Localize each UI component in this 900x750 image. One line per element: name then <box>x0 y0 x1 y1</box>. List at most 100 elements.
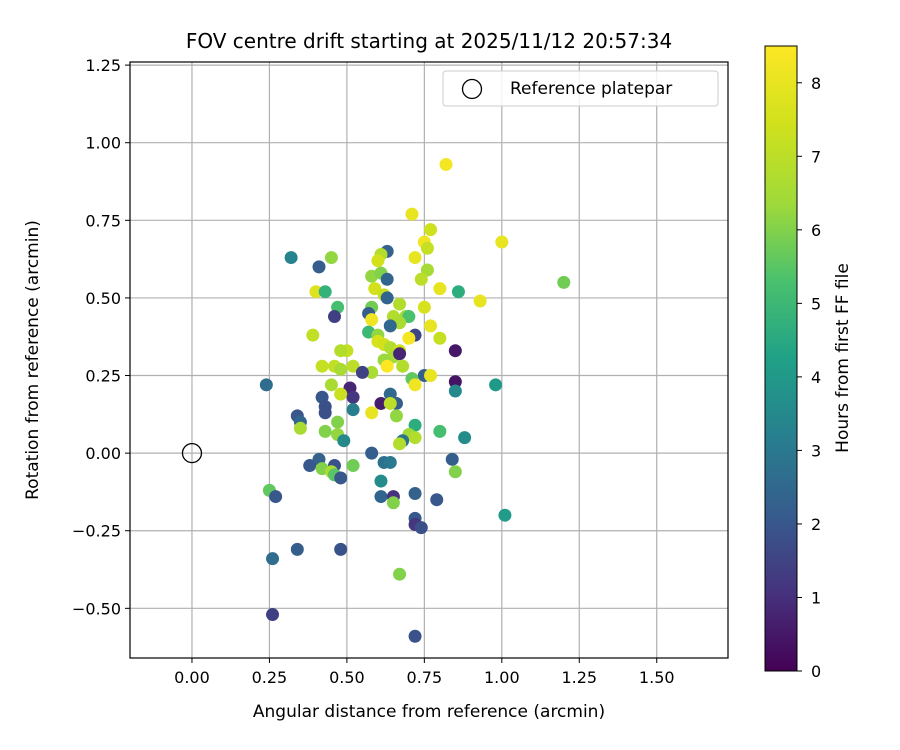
data-point <box>383 455 397 469</box>
data-point <box>374 474 388 488</box>
data-point <box>408 629 422 643</box>
y-tick-label: 0.25 <box>85 367 121 386</box>
data-point <box>408 486 422 500</box>
data-point <box>473 294 487 308</box>
data-point <box>371 254 385 268</box>
colorbar-label: Hours from first FF file <box>833 263 853 453</box>
data-point <box>424 319 438 333</box>
data-point <box>383 396 397 410</box>
data-point <box>365 365 379 379</box>
x-tick-label: 1.50 <box>639 668 675 687</box>
data-point <box>309 285 323 299</box>
data-point <box>458 431 472 445</box>
data-point <box>489 378 503 392</box>
legend: Reference platepar <box>442 70 719 107</box>
grid-layer <box>130 62 728 658</box>
data-point <box>380 291 394 305</box>
data-point <box>396 359 410 373</box>
data-point <box>374 490 388 504</box>
data-point <box>324 378 338 392</box>
data-point <box>386 496 400 510</box>
data-point <box>383 319 397 333</box>
chart-title: FOV centre drift starting at 2025/11/12 … <box>186 29 672 53</box>
x-tick-label: 1.00 <box>484 668 520 687</box>
data-point <box>405 207 419 221</box>
data-point <box>408 418 422 432</box>
data-point <box>445 452 459 466</box>
data-point <box>306 328 320 342</box>
x-tick-label: 0.75 <box>407 668 443 687</box>
data-point <box>374 396 388 410</box>
data-point <box>451 285 465 299</box>
colorbar-tick-label: 0 <box>811 662 821 681</box>
colorbar-tick-label: 1 <box>811 588 821 607</box>
data-point <box>498 508 512 522</box>
data-point <box>430 493 444 507</box>
y-tick-label: 0.00 <box>85 444 121 463</box>
data-point <box>448 375 462 389</box>
data-point <box>557 275 571 289</box>
data-point <box>303 459 317 473</box>
data-point <box>402 310 416 324</box>
points-layer <box>259 157 571 643</box>
data-point <box>414 272 428 286</box>
data-point <box>318 285 332 299</box>
colorbar-gradient <box>764 45 798 672</box>
colorbar: 0 1 2 3 4 5 6 7 8 Hours from first FF file <box>764 45 853 681</box>
data-point <box>389 409 403 423</box>
x-tick-label: 0.00 <box>174 668 210 687</box>
y-tick-label: −0.25 <box>72 522 121 541</box>
data-point <box>393 347 407 361</box>
data-point <box>337 434 351 448</box>
colorbar-tick-label: 2 <box>811 515 821 534</box>
x-axis-label: Angular distance from reference (arcmin) <box>253 702 605 722</box>
reference-platepar-marker <box>181 442 203 464</box>
data-point <box>346 390 360 404</box>
reference-layer <box>181 442 203 464</box>
x-tick-label: 0.25 <box>252 668 288 687</box>
x-tick-label: 0.50 <box>329 668 365 687</box>
y-tick-label: 1.25 <box>85 56 121 75</box>
legend-marker-reference <box>461 78 483 100</box>
data-point <box>346 403 360 417</box>
data-point <box>284 251 298 265</box>
data-point <box>433 331 447 345</box>
data-point <box>408 251 422 265</box>
data-point <box>327 310 341 324</box>
data-point <box>393 297 407 311</box>
data-point <box>495 235 509 249</box>
data-point <box>439 157 453 171</box>
data-point <box>315 359 329 373</box>
colorbar-tick-label: 4 <box>811 368 821 387</box>
data-point <box>346 459 360 473</box>
data-point <box>393 437 407 451</box>
data-point <box>259 378 273 392</box>
data-point <box>334 362 348 376</box>
colorbar-tick-label: 7 <box>811 147 821 166</box>
y-axis-label: Rotation from reference (arcmin) <box>23 220 43 500</box>
y-tick-label: 0.50 <box>85 289 121 308</box>
data-point <box>346 359 360 373</box>
data-point <box>355 365 369 379</box>
axes-frame <box>129 61 729 659</box>
data-point <box>420 263 434 277</box>
data-point <box>393 567 407 581</box>
y-tick-label: 0.75 <box>85 211 121 230</box>
data-point <box>408 431 422 445</box>
data-point <box>424 369 438 383</box>
data-point <box>433 282 447 296</box>
data-point <box>448 344 462 358</box>
data-point <box>414 521 428 535</box>
data-point <box>448 465 462 479</box>
y-tick-label: 1.00 <box>85 134 121 153</box>
data-point <box>266 608 280 622</box>
data-point <box>402 331 416 345</box>
legend-box <box>442 70 719 107</box>
colorbar-tick-label: 3 <box>811 441 821 460</box>
data-point <box>380 272 394 286</box>
data-point <box>290 542 304 556</box>
data-point <box>433 424 447 438</box>
data-point <box>312 260 326 274</box>
legend-entry-label: Reference platepar <box>510 79 672 99</box>
colorbar-tick-label: 6 <box>811 221 821 240</box>
